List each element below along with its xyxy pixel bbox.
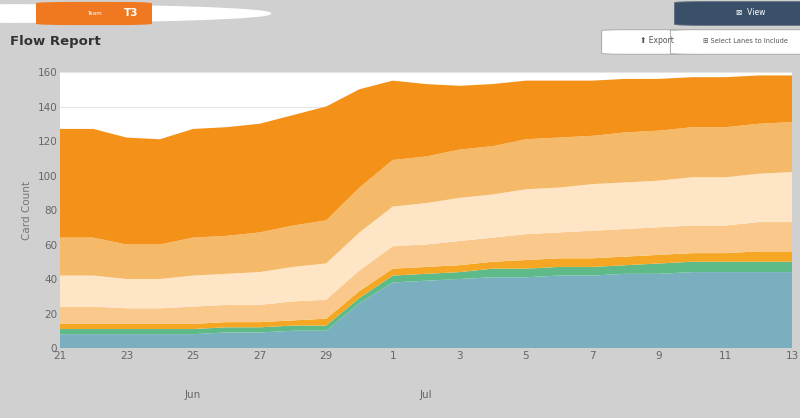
Text: 4.8: 4.8 [625, 82, 652, 97]
Text: LeanKit: LeanKit [27, 17, 50, 22]
Text: Starting Work: Starting Work [320, 121, 373, 130]
Text: ⬆ Export: ⬆ Export [640, 36, 674, 45]
Text: Planview: Planview [27, 6, 63, 13]
Text: Flow Report: Flow Report [10, 36, 101, 48]
Text: Simplified Cycle Time: Simplified Cycle Time [626, 121, 707, 130]
Text: Jul: Jul [420, 390, 432, 400]
Circle shape [0, 5, 270, 22]
Text: 1.79: 1.79 [454, 82, 492, 97]
FancyBboxPatch shape [36, 2, 152, 25]
Text: ⊞ Select Lanes to Include: ⊞ Select Lanes to Include [703, 38, 788, 44]
FancyBboxPatch shape [670, 30, 800, 54]
Text: 0.92: 0.92 [134, 82, 172, 97]
Text: Finishing Work: Finishing Work [478, 121, 534, 130]
Text: days: days [653, 87, 671, 96]
Text: T3: T3 [124, 8, 138, 18]
Text: cpd: cpd [493, 87, 506, 96]
Text: Team: Team [87, 11, 102, 16]
FancyBboxPatch shape [674, 2, 800, 25]
Text: cpd: cpd [333, 87, 346, 96]
Text: ⊠  View: ⊠ View [736, 8, 765, 18]
Y-axis label: Card Count: Card Count [22, 181, 32, 240]
Text: Adding Work: Adding Work [162, 121, 210, 130]
Text: 1.88: 1.88 [294, 82, 332, 97]
Text: Jun: Jun [185, 390, 202, 400]
FancyBboxPatch shape [602, 30, 711, 54]
Text: cpd: cpd [173, 87, 186, 96]
